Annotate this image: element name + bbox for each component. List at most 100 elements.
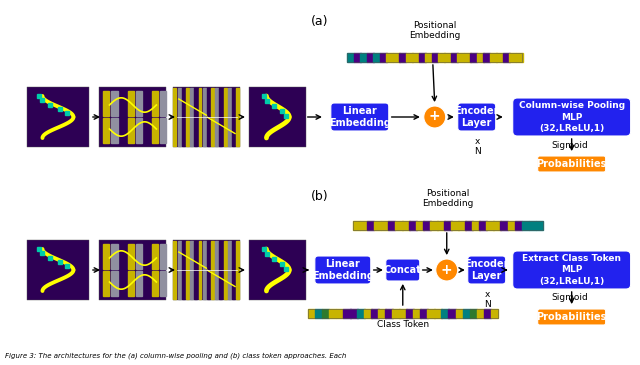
Text: Sigmoid: Sigmoid bbox=[552, 141, 588, 150]
Bar bbox=[250, 87, 307, 147]
Bar bbox=[444, 220, 452, 230]
Bar bbox=[152, 118, 157, 143]
Text: Extract Class Token
MLP
(32,LReLU,1): Extract Class Token MLP (32,LReLU,1) bbox=[522, 254, 621, 285]
Text: Linear
Embedding: Linear Embedding bbox=[329, 106, 391, 128]
Bar bbox=[385, 308, 393, 318]
Bar bbox=[111, 270, 118, 296]
Bar bbox=[182, 88, 185, 146]
Text: Positional
Embedding: Positional Embedding bbox=[422, 189, 474, 208]
Bar bbox=[393, 53, 399, 61]
Bar bbox=[438, 53, 445, 61]
Bar bbox=[136, 270, 141, 296]
Bar bbox=[308, 308, 316, 318]
Bar bbox=[464, 53, 471, 61]
Bar bbox=[215, 88, 218, 146]
Bar bbox=[211, 241, 214, 299]
Bar bbox=[465, 220, 473, 230]
Bar bbox=[536, 220, 543, 230]
Bar bbox=[136, 244, 141, 269]
FancyBboxPatch shape bbox=[458, 103, 496, 131]
Bar bbox=[236, 88, 239, 146]
Bar bbox=[496, 53, 503, 61]
Text: x
N: x N bbox=[474, 137, 481, 156]
Text: Probabilities: Probabilities bbox=[536, 312, 607, 322]
Bar bbox=[493, 220, 501, 230]
Bar bbox=[228, 241, 231, 299]
Bar bbox=[406, 53, 413, 61]
Bar bbox=[173, 88, 177, 146]
Bar bbox=[479, 220, 487, 230]
Bar bbox=[143, 244, 150, 269]
Bar bbox=[177, 88, 180, 146]
Text: Concat: Concat bbox=[384, 265, 422, 275]
Bar bbox=[104, 91, 109, 116]
Bar bbox=[416, 220, 424, 230]
Bar bbox=[27, 87, 89, 147]
Bar bbox=[456, 308, 463, 318]
Bar bbox=[409, 220, 417, 230]
Bar bbox=[203, 88, 205, 146]
Text: +: + bbox=[441, 262, 452, 277]
Bar bbox=[402, 220, 410, 230]
Bar bbox=[515, 220, 522, 230]
Circle shape bbox=[436, 259, 458, 281]
Bar bbox=[120, 244, 125, 269]
Bar bbox=[236, 241, 239, 299]
Bar bbox=[367, 53, 374, 61]
Bar bbox=[136, 118, 141, 143]
Bar bbox=[343, 308, 351, 318]
Bar bbox=[353, 220, 543, 230]
FancyBboxPatch shape bbox=[315, 256, 371, 284]
FancyBboxPatch shape bbox=[331, 103, 388, 131]
Bar bbox=[173, 87, 241, 147]
Bar bbox=[425, 53, 432, 61]
Bar bbox=[104, 118, 109, 143]
Bar bbox=[152, 244, 157, 269]
Bar bbox=[160, 118, 166, 143]
Bar bbox=[308, 308, 498, 318]
Bar bbox=[315, 308, 323, 318]
Bar bbox=[223, 88, 227, 146]
Bar bbox=[177, 241, 180, 299]
Bar bbox=[360, 53, 367, 61]
Bar bbox=[127, 244, 134, 269]
Bar bbox=[490, 53, 497, 61]
Text: Probabilities: Probabilities bbox=[536, 159, 607, 169]
Bar bbox=[449, 308, 456, 318]
Bar bbox=[195, 241, 197, 299]
Bar bbox=[211, 88, 214, 146]
FancyBboxPatch shape bbox=[386, 259, 420, 281]
Bar bbox=[371, 308, 379, 318]
Bar bbox=[509, 53, 516, 61]
Bar bbox=[173, 240, 241, 300]
Bar bbox=[228, 88, 231, 146]
Bar bbox=[348, 53, 355, 61]
Bar bbox=[215, 241, 218, 299]
Text: Encoder
Layer: Encoder Layer bbox=[454, 106, 499, 128]
Bar bbox=[419, 53, 426, 61]
Circle shape bbox=[424, 106, 445, 128]
Text: (a): (a) bbox=[311, 15, 328, 28]
Bar bbox=[104, 270, 109, 296]
Bar bbox=[381, 220, 388, 230]
Bar bbox=[386, 53, 393, 61]
Bar bbox=[483, 53, 490, 61]
Bar bbox=[477, 53, 484, 61]
Bar bbox=[442, 308, 449, 318]
Bar bbox=[232, 88, 235, 146]
Bar bbox=[127, 270, 134, 296]
Bar bbox=[451, 220, 459, 230]
Bar bbox=[458, 220, 466, 230]
Bar bbox=[508, 220, 515, 230]
Bar bbox=[198, 88, 202, 146]
FancyBboxPatch shape bbox=[538, 156, 605, 172]
Bar bbox=[357, 308, 365, 318]
Bar bbox=[190, 241, 193, 299]
Bar bbox=[423, 220, 431, 230]
Bar bbox=[428, 308, 435, 318]
Bar bbox=[152, 270, 157, 296]
Bar bbox=[186, 88, 189, 146]
Bar bbox=[348, 53, 522, 61]
Bar bbox=[491, 308, 498, 318]
Bar bbox=[350, 308, 358, 318]
